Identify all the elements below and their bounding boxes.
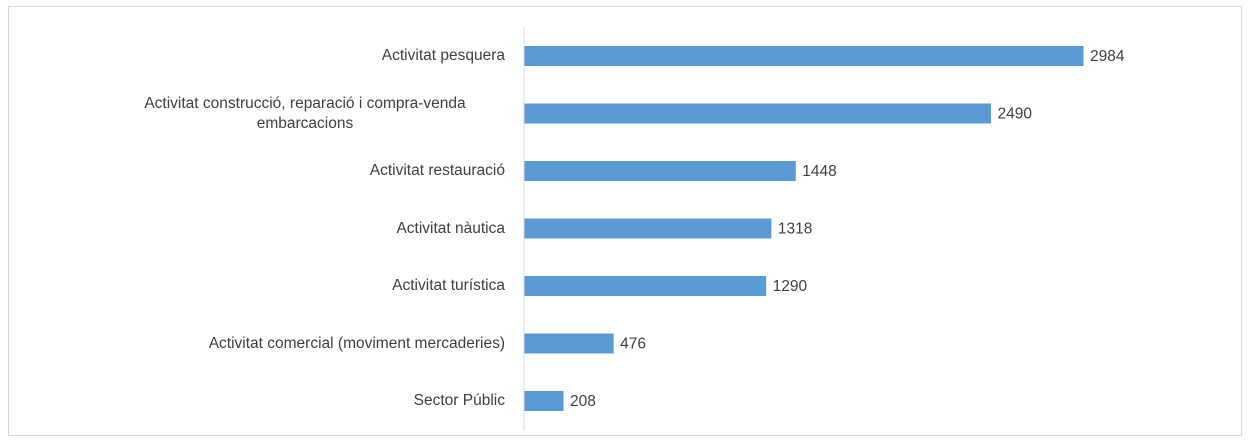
bar	[524, 276, 767, 296]
bar	[524, 161, 796, 181]
category-label: Activitat nàutica	[396, 219, 505, 239]
bar	[524, 218, 772, 239]
data-label: 2984	[1090, 48, 1125, 65]
category-label: Activitat pesquera	[382, 46, 505, 66]
data-label: 1318	[778, 221, 812, 238]
data-label: 1290	[773, 278, 808, 295]
category-label: Activitat restauració	[370, 161, 505, 181]
category-text: Activitat nàutica	[396, 219, 505, 237]
data-label: 2490	[997, 106, 1032, 123]
category-text: Activitat pesquera	[381, 47, 505, 64]
category-label: Activitat turística	[392, 276, 505, 296]
bar	[524, 46, 1084, 66]
category-text: Activitat construcció, reparació i compr…	[144, 94, 466, 132]
category-label: Activitat comercial (moviment mercaderie…	[209, 334, 505, 354]
category-text: Activitat restauració	[369, 162, 505, 179]
data-label: 476	[620, 336, 646, 353]
category-text: Activitat comercial (moviment mercaderie…	[208, 334, 505, 352]
bar	[524, 391, 564, 411]
category-label: Sector Públic	[414, 391, 505, 411]
bar	[524, 103, 991, 124]
chart-frame	[8, 6, 1242, 436]
bar	[524, 333, 614, 354]
data-label: 1448	[802, 163, 836, 180]
category-text: Sector Públic	[413, 392, 505, 409]
category-text: Activitat turística	[392, 277, 505, 294]
data-label: 208	[570, 393, 596, 410]
category-label: Activitat construcció, reparació i compr…	[105, 94, 505, 134]
